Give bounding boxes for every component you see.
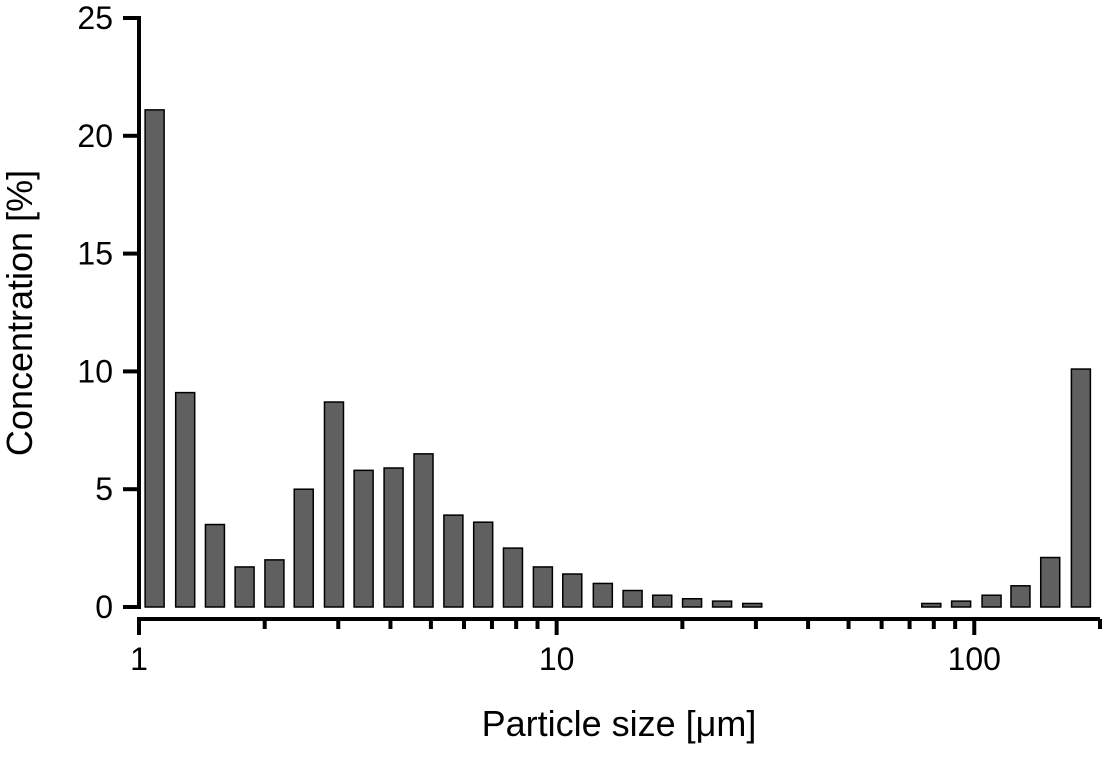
bar: [681, 598, 703, 608]
bar: [981, 594, 1002, 608]
bar: [174, 391, 196, 608]
bar: [413, 453, 434, 608]
bar: [264, 559, 285, 608]
bar: [323, 401, 345, 608]
bar: [921, 602, 942, 608]
bar: [234, 566, 255, 608]
bar: [204, 523, 226, 608]
bar: [353, 469, 374, 608]
y-axis-label: Concentration [%]: [0, 170, 40, 456]
y-tick-label: 20: [77, 118, 113, 154]
x-tick-label: 1: [130, 641, 148, 677]
x-tick-label: 10: [539, 641, 575, 677]
bar: [443, 514, 464, 608]
bar: [1070, 368, 1092, 608]
bar: [293, 488, 314, 608]
bar: [592, 582, 614, 608]
bar: [622, 589, 643, 608]
bar: [144, 109, 165, 608]
x-tick-label: 100: [948, 641, 1001, 677]
bar: [651, 594, 673, 608]
y-tick-label: 15: [77, 236, 113, 272]
y-tick-label: 25: [77, 0, 113, 36]
bar: [472, 521, 494, 608]
bar: [383, 467, 404, 608]
bar: [741, 602, 763, 608]
bar: [502, 547, 524, 608]
bar: [950, 600, 972, 608]
bar: [711, 600, 733, 608]
x-axis-label: Particle size [μm]: [482, 703, 757, 744]
bar: [562, 573, 583, 608]
y-tick-label: 5: [95, 471, 113, 507]
y-tick-label: 10: [77, 353, 113, 389]
bar: [532, 566, 554, 608]
y-tick-label: 0: [95, 589, 113, 625]
bar: [1039, 556, 1061, 608]
bar: [1010, 585, 1031, 608]
